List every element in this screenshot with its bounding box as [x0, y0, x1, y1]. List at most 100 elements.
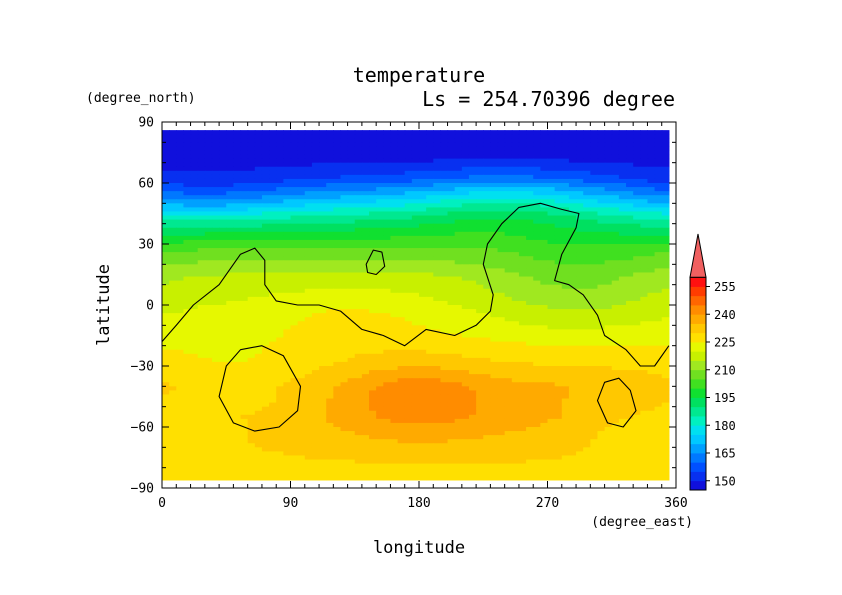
heatmap-cell [540, 268, 549, 274]
heatmap-cell [283, 207, 292, 213]
heatmap-cell [497, 158, 506, 164]
heatmap-cell [626, 178, 634, 184]
heatmap-cell [576, 195, 584, 200]
heatmap-cell [233, 268, 242, 274]
heatmap-cell [504, 268, 513, 274]
heatmap-cell [197, 337, 206, 343]
heatmap-cell [240, 284, 249, 290]
heatmap-cell [319, 207, 327, 213]
heatmap-cell [661, 333, 670, 339]
heatmap-cell [319, 337, 327, 343]
heatmap-cell [190, 288, 199, 294]
heatmap-cell [369, 345, 377, 351]
heatmap-cell [361, 410, 370, 416]
heatmap-cell [311, 378, 320, 383]
heatmap-cell [347, 146, 356, 152]
heatmap-cell [583, 203, 591, 208]
heatmap-cell [568, 337, 577, 343]
heatmap-cell [361, 325, 370, 330]
heatmap-cell [204, 268, 213, 274]
heatmap-cell [297, 357, 306, 363]
heatmap-cell [390, 402, 399, 408]
heatmap-cell [540, 162, 549, 168]
heatmap-cell [397, 154, 406, 160]
heatmap-cell [461, 215, 470, 221]
heatmap-cell [604, 248, 613, 253]
heatmap-cell [626, 378, 634, 383]
heatmap-cell [640, 244, 649, 249]
heatmap-cell [633, 305, 641, 310]
heatmap-cell [597, 183, 606, 188]
heatmap-cell [290, 329, 299, 335]
heatmap-cell [419, 195, 427, 200]
heatmap-cell [626, 337, 634, 343]
heatmap-cell [204, 406, 213, 412]
heatmap-cell [468, 187, 477, 192]
heatmap-cell [211, 341, 220, 347]
heatmap-cell [547, 349, 556, 355]
heatmap-cell [283, 227, 292, 233]
heatmap-cell [447, 366, 456, 371]
heatmap-cell [433, 195, 442, 200]
heatmap-cell [483, 223, 491, 229]
heatmap-cell [583, 341, 591, 347]
heatmap-cell [404, 170, 413, 176]
heatmap-cell [518, 296, 527, 302]
heatmap-cell [447, 191, 456, 196]
heatmap-cell [347, 272, 356, 278]
heatmap-cell [190, 272, 199, 278]
heatmap-cell [276, 219, 284, 225]
heatmap-cell [326, 353, 334, 359]
heatmap-cell [618, 219, 627, 225]
heatmap-cell [590, 215, 599, 221]
heatmap-cell [276, 353, 284, 359]
heatmap-cell [390, 357, 399, 363]
heatmap-cell [640, 256, 649, 261]
heatmap-cell [533, 313, 541, 318]
heatmap-cell [647, 317, 656, 322]
heatmap-cell [490, 345, 499, 351]
heatmap-cell [561, 353, 570, 359]
heatmap-cell [197, 150, 206, 156]
heatmap-cell [276, 398, 284, 404]
heatmap-cell [583, 142, 591, 147]
heatmap-cell [554, 199, 563, 204]
heatmap-cell [261, 191, 270, 196]
heatmap-cell [604, 158, 613, 164]
heatmap-cell [633, 329, 641, 335]
heatmap-cell [640, 309, 649, 314]
heatmap-cell [211, 195, 220, 200]
heatmap-cell [290, 370, 299, 375]
heatmap-cell [311, 349, 320, 355]
heatmap-cell [319, 292, 327, 298]
heatmap-cell [511, 150, 520, 156]
heatmap-cell [369, 374, 377, 379]
heatmap-cell [547, 227, 556, 233]
heatmap-cell [583, 337, 591, 343]
heatmap-cell [476, 211, 484, 217]
heatmap-cell [326, 219, 334, 225]
heatmap-cell [561, 305, 570, 310]
heatmap-cell [333, 223, 342, 229]
heatmap-cell [590, 329, 599, 335]
heatmap-cell [247, 142, 256, 147]
heatmap-cell [533, 162, 541, 168]
heatmap-cell [376, 223, 384, 229]
heatmap-cell [511, 333, 520, 339]
heatmap-cell [340, 325, 349, 330]
heatmap-cell [276, 349, 284, 355]
heatmap-cell [404, 398, 413, 404]
heatmap-cell [347, 256, 356, 261]
heatmap-cell [540, 276, 549, 282]
heatmap-cell [454, 138, 463, 143]
heatmap-cell [254, 402, 263, 408]
heatmap-cell [518, 178, 527, 184]
heatmap-cell [347, 300, 356, 306]
heatmap-cell [504, 138, 513, 143]
heatmap-cell [583, 268, 591, 274]
heatmap-cell [433, 341, 442, 347]
heatmap-cell [540, 406, 549, 412]
heatmap-cell [169, 150, 177, 156]
heatmap-cell [383, 390, 392, 396]
heatmap-cell [590, 305, 599, 310]
